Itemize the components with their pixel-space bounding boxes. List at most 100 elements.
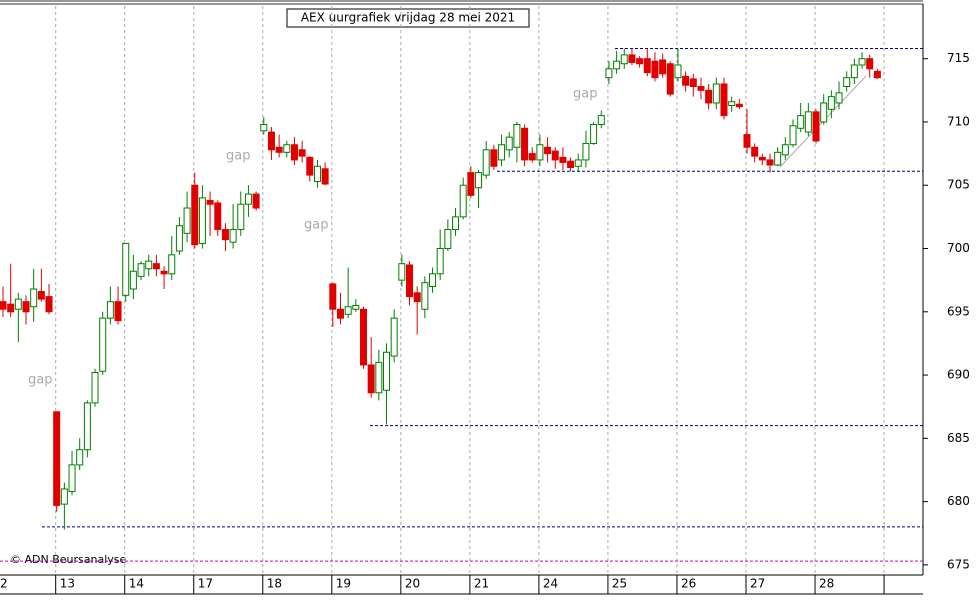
candle-body — [30, 288, 38, 308]
candle-body — [168, 254, 176, 275]
candle-body — [175, 225, 183, 252]
gap-label: gap — [28, 373, 52, 388]
candle-body — [106, 301, 114, 319]
candle-body — [858, 58, 866, 66]
candle-body — [37, 291, 45, 300]
candle-body — [313, 165, 321, 182]
candle-body — [206, 199, 214, 205]
candle-body — [122, 242, 130, 296]
x-tick-label: 25 — [612, 577, 627, 591]
candle-body — [191, 184, 199, 246]
candle-body — [666, 63, 674, 95]
candle-body — [866, 58, 874, 70]
candle-body — [728, 101, 736, 107]
candle-body — [712, 83, 720, 104]
candle-body — [590, 123, 598, 144]
candle-body — [789, 125, 797, 146]
candle-body — [183, 207, 191, 234]
candle-body — [613, 60, 621, 70]
candle-body — [574, 159, 582, 167]
candle-body — [498, 144, 506, 161]
candle-body — [152, 263, 160, 270]
candle-body — [567, 160, 575, 169]
candle-body — [260, 123, 268, 132]
candle-body — [406, 264, 414, 298]
candle-body — [306, 156, 314, 176]
candle-body — [651, 60, 659, 79]
candle-body — [628, 54, 636, 63]
candle-body — [528, 153, 536, 161]
candle-body — [221, 229, 229, 241]
candle-body — [421, 282, 429, 310]
x-tick-label: 21 — [474, 577, 489, 591]
candle-body — [375, 361, 383, 394]
candle-body — [429, 273, 437, 287]
x-tick-label: 28 — [819, 577, 834, 591]
candle-body — [237, 203, 245, 231]
credit: © ADN Beursanalyse — [10, 553, 127, 566]
candle-body — [544, 146, 552, 155]
candle-body — [490, 149, 498, 167]
candle-body — [45, 296, 53, 313]
candle-body — [83, 402, 91, 451]
candle-body — [198, 197, 206, 244]
candle-body — [620, 54, 628, 65]
candle-body — [7, 303, 15, 313]
candle-body — [60, 488, 68, 505]
candle-body — [720, 83, 728, 117]
candle-body — [367, 364, 375, 394]
candle-body — [214, 202, 222, 231]
x-tick-label: 14 — [129, 577, 144, 591]
candle-body — [22, 301, 30, 313]
candle-body — [850, 64, 858, 79]
candle-body — [843, 77, 851, 88]
candle-body — [482, 149, 490, 176]
candle-body — [682, 75, 690, 86]
candle-body — [513, 123, 521, 148]
x-tick-label: 2 — [0, 577, 8, 591]
candle-body — [459, 184, 467, 218]
candle-body — [160, 270, 168, 275]
candle-body — [359, 308, 367, 366]
candle-body — [275, 146, 283, 153]
candle-body — [705, 89, 713, 104]
candle-body — [283, 144, 291, 153]
x-tick-label: 17 — [198, 577, 213, 591]
candle-body — [137, 263, 145, 277]
candle-body — [145, 260, 153, 270]
gap-label: gap — [304, 218, 328, 233]
candle-body — [835, 92, 843, 104]
x-tick-label: 24 — [543, 577, 558, 591]
candle-body — [452, 216, 460, 231]
candle-body — [743, 134, 751, 148]
candle-body — [758, 156, 766, 161]
candle-body — [812, 111, 820, 142]
candle-body — [751, 146, 759, 157]
candle-body — [536, 144, 544, 161]
x-tick-label: 13 — [60, 577, 75, 591]
candle-body — [398, 263, 406, 281]
x-tick-label: 27 — [750, 577, 765, 591]
candle-body — [413, 292, 421, 303]
candle-body — [0, 301, 7, 310]
candle-body — [336, 308, 344, 319]
y-tick-label: 710 — [947, 114, 970, 128]
candle-body — [352, 304, 360, 310]
candle-body — [329, 283, 337, 310]
candle-body — [820, 102, 828, 123]
candle-body — [99, 317, 107, 372]
x-tick-label: 18 — [267, 577, 282, 591]
y-tick-label: 685 — [947, 431, 970, 445]
candle-body — [321, 168, 329, 185]
y-tick-label: 680 — [947, 494, 970, 508]
candle-body — [383, 351, 390, 391]
candle-body — [605, 68, 613, 79]
candle-body — [267, 131, 275, 151]
title-box — [286, 8, 530, 28]
y-tick-label: 705 — [947, 178, 970, 192]
candle-body — [582, 142, 590, 161]
candle-body — [697, 86, 705, 91]
candle-body — [735, 103, 743, 108]
candle-body — [774, 151, 782, 166]
